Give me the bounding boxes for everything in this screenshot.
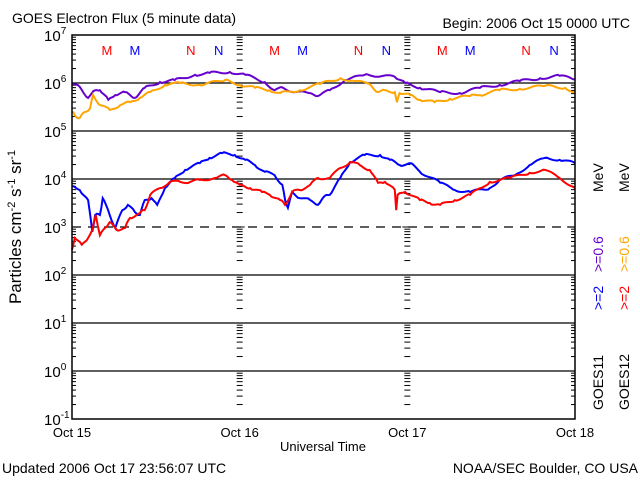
reference-lines [72, 82, 575, 372]
legend-goes11-e06: >=0.6 [590, 236, 606, 272]
marker-label: N [354, 43, 363, 58]
axis-ticks [72, 36, 575, 420]
y-tick-label: 102 [44, 266, 67, 285]
y-tick-label: 105 [44, 122, 67, 141]
y-tick-label: 103 [44, 218, 67, 237]
legend-goes12-label: GOES12 [616, 354, 632, 410]
marker-label: N [521, 43, 530, 58]
series-line-goes11-0-6-mev [71, 70, 576, 102]
updated-time: Updated 2006 Oct 17 23:56:07 UTC [2, 460, 226, 476]
legend-goes11-unit: MeV [590, 163, 606, 192]
legend-goes12: GOES12 >=2 >=0.6 MeV [616, 163, 632, 410]
x-tick-label: Oct 18 [556, 425, 594, 440]
marker-label: N [186, 43, 195, 58]
legend-goes12-unit: MeV [616, 163, 632, 192]
marker-label: M [465, 43, 476, 58]
y-tick-label: 107 [44, 26, 67, 45]
x-tick-label: Oct 17 [388, 425, 426, 440]
y-axis-label: Particles cm-2 s-1 sr-1 [6, 150, 25, 304]
y-tick-label: 10-1 [44, 410, 70, 429]
marker-label: M [129, 43, 140, 58]
marker-label: N [214, 43, 223, 58]
marker-label: N [382, 43, 391, 58]
marker-label: N [549, 43, 558, 58]
legend-goes12-e2: >=2 [616, 286, 632, 310]
y-tick-labels: 107 106 105 104 103 102 101 100 10-1 [44, 26, 70, 429]
series-line-goes11-2-mev [71, 151, 576, 232]
y-tick-label: 104 [44, 170, 67, 189]
begin-time: Begin: 2006 Oct 15 0000 UTC [442, 15, 630, 31]
marker-label: M [437, 43, 448, 58]
x-tick-label: Oct 15 [53, 425, 91, 440]
chart-title: GOES Electron Flux (5 minute data) [12, 10, 236, 26]
legend-goes11-label: GOES11 [590, 355, 606, 410]
legend-goes11: GOES11 >=2 >=0.6 MeV [590, 163, 606, 410]
y-tick-label: 101 [44, 314, 67, 333]
y-tick-label: 106 [44, 74, 67, 93]
marker-label: M [102, 43, 113, 58]
series-line-goes12-2-mev [71, 161, 576, 251]
x-axis-label: Universal Time [280, 439, 366, 454]
series-line-goes12-0-6-mev [71, 76, 575, 120]
x-tick-labels: Oct 15 Oct 16 Oct 17 Oct 18 [53, 425, 594, 440]
legend-goes11-e2: >=2 [590, 286, 606, 310]
x-tick-label: Oct 16 [221, 425, 259, 440]
series-lines [71, 70, 576, 251]
legend-goes12-e06: >=0.6 [616, 236, 632, 272]
marker-label: M [269, 43, 280, 58]
marker-label: M [297, 43, 308, 58]
y-tick-label: 100 [44, 362, 67, 381]
plot-frame [71, 34, 576, 420]
data-source: NOAA/SEC Boulder, CO USA [453, 460, 639, 476]
